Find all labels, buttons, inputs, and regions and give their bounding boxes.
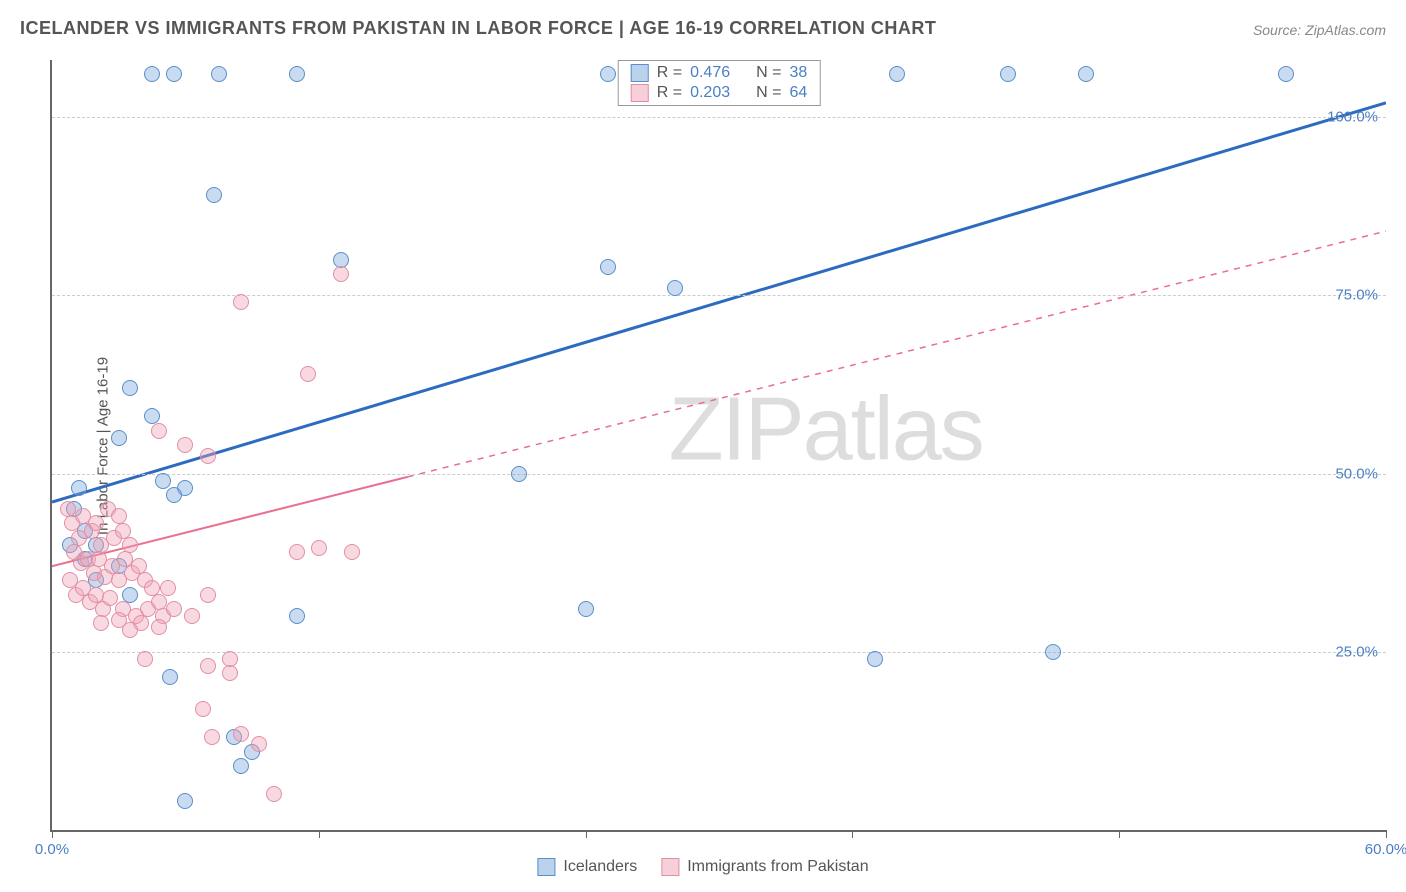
legend-swatch-icon (661, 858, 679, 876)
trend-lines (52, 60, 1386, 830)
x-tick-label: 60.0% (1365, 841, 1406, 858)
scatter-point (289, 608, 305, 624)
scatter-point (151, 423, 167, 439)
legend-series: Icelanders Immigrants from Pakistan (537, 858, 868, 876)
y-tick-label: 75.0% (1335, 287, 1378, 304)
r-label: R = (657, 84, 682, 102)
scatter-point (177, 437, 193, 453)
r-label: R = (657, 64, 682, 82)
scatter-point (222, 651, 238, 667)
grid-line (52, 295, 1386, 296)
scatter-point (122, 380, 138, 396)
y-tick-label: 50.0% (1335, 465, 1378, 482)
y-tick-label: 100.0% (1327, 109, 1378, 126)
chart-title: ICELANDER VS IMMIGRANTS FROM PAKISTAN IN… (20, 18, 936, 39)
scatter-point (667, 280, 683, 296)
scatter-point (166, 601, 182, 617)
scatter-point (211, 66, 227, 82)
legend-item-pakistan: Immigrants from Pakistan (661, 858, 868, 876)
scatter-point (93, 615, 109, 631)
scatter-point (289, 66, 305, 82)
scatter-point (289, 544, 305, 560)
source-label: Source: ZipAtlas.com (1253, 22, 1386, 38)
legend-swatch-icon (537, 858, 555, 876)
scatter-point (266, 786, 282, 802)
scatter-point (184, 608, 200, 624)
scatter-point (122, 622, 138, 638)
legend-swatch-icon (631, 64, 649, 82)
legend-row-series-1: R = 0.476 N = 38 (619, 63, 820, 83)
n-value: 64 (789, 84, 807, 102)
scatter-point (206, 187, 222, 203)
x-tick (1119, 830, 1120, 838)
legend-row-series-2: R = 0.203 N = 64 (619, 83, 820, 103)
scatter-point (162, 669, 178, 685)
x-tick-label: 0.0% (35, 841, 69, 858)
plot-area: ZIPatlas R = 0.476 N = 38 R = 0.203 N = … (50, 60, 1386, 832)
scatter-point (166, 66, 182, 82)
scatter-point (233, 726, 249, 742)
chart-container: ICELANDER VS IMMIGRANTS FROM PAKISTAN IN… (0, 0, 1406, 892)
scatter-point (151, 619, 167, 635)
scatter-point (1045, 644, 1061, 660)
grid-line (52, 652, 1386, 653)
scatter-point (333, 266, 349, 282)
scatter-point (578, 601, 594, 617)
scatter-point (200, 448, 216, 464)
scatter-point (251, 736, 267, 752)
scatter-point (600, 259, 616, 275)
x-tick (852, 830, 853, 838)
scatter-point (600, 66, 616, 82)
scatter-point (233, 758, 249, 774)
x-tick (319, 830, 320, 838)
scatter-point (144, 66, 160, 82)
scatter-point (137, 651, 153, 667)
scatter-point (88, 515, 104, 531)
scatter-point (111, 430, 127, 446)
scatter-point (344, 544, 360, 560)
scatter-point (204, 729, 220, 745)
scatter-point (889, 66, 905, 82)
legend-label: Icelanders (563, 858, 637, 876)
scatter-point (867, 651, 883, 667)
scatter-point (195, 701, 211, 717)
scatter-point (1000, 66, 1016, 82)
scatter-point (233, 294, 249, 310)
scatter-point (155, 473, 171, 489)
scatter-point (200, 658, 216, 674)
x-tick (1386, 830, 1387, 838)
scatter-point (300, 366, 316, 382)
legend-label: Immigrants from Pakistan (687, 858, 868, 876)
x-tick (586, 830, 587, 838)
scatter-point (166, 487, 182, 503)
scatter-point (200, 587, 216, 603)
grid-line (52, 474, 1386, 475)
scatter-point (511, 466, 527, 482)
scatter-point (1078, 66, 1094, 82)
legend-correlation: R = 0.476 N = 38 R = 0.203 N = 64 (618, 60, 821, 106)
n-label: N = (756, 84, 781, 102)
scatter-point (311, 540, 327, 556)
y-tick-label: 25.0% (1335, 643, 1378, 660)
legend-item-icelanders: Icelanders (537, 858, 637, 876)
watermark: ZIPatlas (669, 378, 983, 481)
n-value: 38 (789, 64, 807, 82)
scatter-point (1278, 66, 1294, 82)
r-value: 0.476 (690, 64, 730, 82)
legend-swatch-icon (631, 84, 649, 102)
grid-line (52, 117, 1386, 118)
n-label: N = (756, 64, 781, 82)
x-tick (52, 830, 53, 838)
scatter-point (71, 480, 87, 496)
r-value: 0.203 (690, 84, 730, 102)
scatter-point (160, 580, 176, 596)
scatter-point (177, 793, 193, 809)
scatter-point (222, 665, 238, 681)
